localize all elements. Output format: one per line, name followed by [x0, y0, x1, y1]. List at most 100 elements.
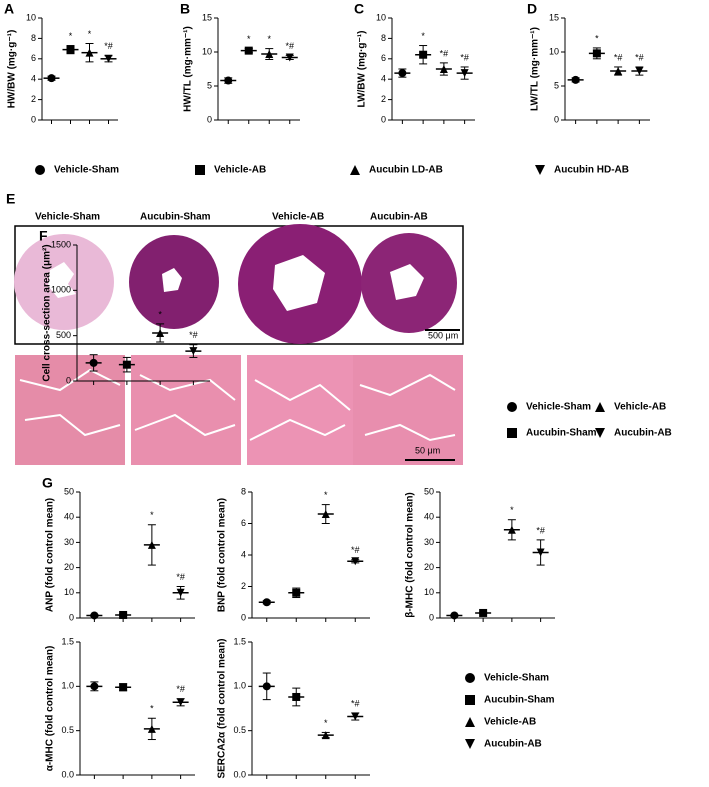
y-axis-label: ANP (fold control mean) — [45, 498, 56, 612]
y-tick-label: 4 — [31, 74, 36, 84]
annotation: * — [158, 309, 162, 319]
legend-label: Aucubin-AB — [484, 739, 542, 750]
scale-label: 50 μm — [415, 445, 440, 455]
y-tick-label: 1.5 — [61, 636, 74, 646]
y-tick-label: 10 — [26, 12, 36, 22]
group-label: Vehicle-Sham — [35, 212, 100, 223]
legend-marker — [465, 695, 475, 705]
y-tick-label: 0 — [207, 114, 212, 124]
annotation: *# — [189, 330, 198, 340]
annotation: * — [595, 33, 599, 43]
legend-marker — [535, 165, 545, 175]
y-tick-label: 2 — [381, 94, 386, 104]
y-tick-label: 6 — [31, 53, 36, 63]
y-tick-label: 0 — [381, 114, 386, 124]
annotation: *# — [460, 52, 469, 62]
annotation: *# — [176, 572, 185, 582]
y-tick-label: 4 — [241, 549, 246, 559]
y-tick-label: 10 — [64, 587, 74, 597]
legend-label: Aucubin LD-AB — [369, 165, 443, 176]
annotation: *# — [351, 545, 360, 555]
group-label: Vehicle-AB — [272, 212, 324, 223]
micrograph — [353, 355, 463, 465]
micrograph — [15, 355, 125, 465]
ventricle — [48, 262, 76, 298]
legend-label: Aucubin-Sham — [526, 428, 597, 439]
legend-label: Vehicle-AB — [484, 717, 536, 728]
y-tick-label: 0 — [429, 612, 434, 622]
y-tick-label: 4 — [381, 74, 386, 84]
y-tick-label: 10 — [549, 46, 559, 56]
y-tick-label: 0 — [554, 114, 559, 124]
y-tick-label: 6 — [241, 518, 246, 528]
y-tick-label: 30 — [424, 537, 434, 547]
legend-label: Vehicle-AB — [614, 402, 666, 413]
panel-letter: E — [6, 191, 15, 207]
y-tick-label: 0 — [31, 114, 36, 124]
legend-label: Aucubin HD-AB — [554, 165, 629, 176]
y-tick-label: 20 — [424, 562, 434, 572]
cell-borders — [19, 368, 456, 442]
panel-letter: A — [4, 1, 14, 17]
y-tick-label: 2 — [241, 581, 246, 591]
y-axis-label: α-MHC (fold control mean) — [45, 646, 56, 772]
scale-label: 500 μm — [428, 330, 458, 340]
annotation: *# — [440, 48, 449, 58]
y-axis-label: β-MHC (fold control mean) — [405, 492, 416, 618]
legend-marker — [595, 402, 605, 412]
y-tick-label: 20 — [64, 562, 74, 572]
legend-label: Aucubin-AB — [614, 428, 672, 439]
y-tick-label: 30 — [64, 537, 74, 547]
legend-label: Vehicle-Sham — [526, 402, 591, 413]
annotation: *# — [635, 52, 644, 62]
group-label: Aucubin-Sham — [140, 212, 211, 223]
y-axis-label: HW/TL (mg·mm⁻¹) — [183, 26, 194, 112]
y-tick-label: 0.5 — [233, 725, 246, 735]
annotation: *# — [285, 41, 294, 51]
y-tick-label: 6 — [381, 53, 386, 63]
legend-marker — [507, 428, 517, 438]
annotation: * — [247, 34, 251, 44]
y-tick-label: 10 — [202, 46, 212, 56]
legend-label: Aucubin-Sham — [484, 695, 555, 706]
annotation: *# — [351, 698, 360, 708]
annotation: *# — [104, 41, 113, 51]
y-tick-label: 40 — [64, 512, 74, 522]
legend-marker — [465, 717, 475, 727]
panel-letter: D — [527, 1, 537, 17]
y-axis-label: Cell cross-section area (μm²) — [42, 244, 53, 381]
panel-letter: C — [354, 1, 364, 17]
y-axis-label: SERCA2α (fold control mean) — [217, 638, 228, 778]
annotation: * — [510, 505, 514, 515]
y-tick-label: 15 — [549, 12, 559, 22]
y-tick-label: 15 — [202, 12, 212, 22]
y-tick-label: 2 — [31, 94, 36, 104]
y-tick-label: 8 — [241, 486, 246, 496]
y-tick-label: 1.0 — [61, 681, 74, 691]
annotation: *# — [536, 525, 545, 535]
annotation: * — [267, 34, 271, 44]
y-tick-label: 0.0 — [61, 769, 74, 779]
panel-letter: B — [180, 1, 190, 17]
annotation: * — [150, 510, 154, 520]
y-tick-label: 1500 — [51, 239, 71, 249]
legend-marker — [35, 165, 45, 175]
annotation: *# — [614, 52, 623, 62]
legend-marker — [595, 428, 605, 438]
y-axis-label: LW/TL (mg·mm⁻¹) — [530, 27, 541, 111]
y-axis-label: LW/BW (mg·g⁻¹) — [357, 31, 368, 108]
annotation: * — [324, 490, 328, 500]
y-tick-label: 5 — [207, 80, 212, 90]
ventricle — [390, 264, 424, 300]
panel-letter: F — [39, 228, 48, 244]
legend-marker — [465, 673, 475, 683]
y-tick-label: 0.5 — [61, 725, 74, 735]
ventricle — [273, 255, 325, 311]
y-tick-label: 8 — [31, 33, 36, 43]
y-tick-label: 10 — [424, 587, 434, 597]
legend-marker — [465, 739, 475, 749]
y-tick-label: 1000 — [51, 285, 71, 295]
y-axis-label: HW/BW (mg·g⁻¹) — [7, 30, 18, 109]
y-tick-label: 5 — [554, 80, 559, 90]
